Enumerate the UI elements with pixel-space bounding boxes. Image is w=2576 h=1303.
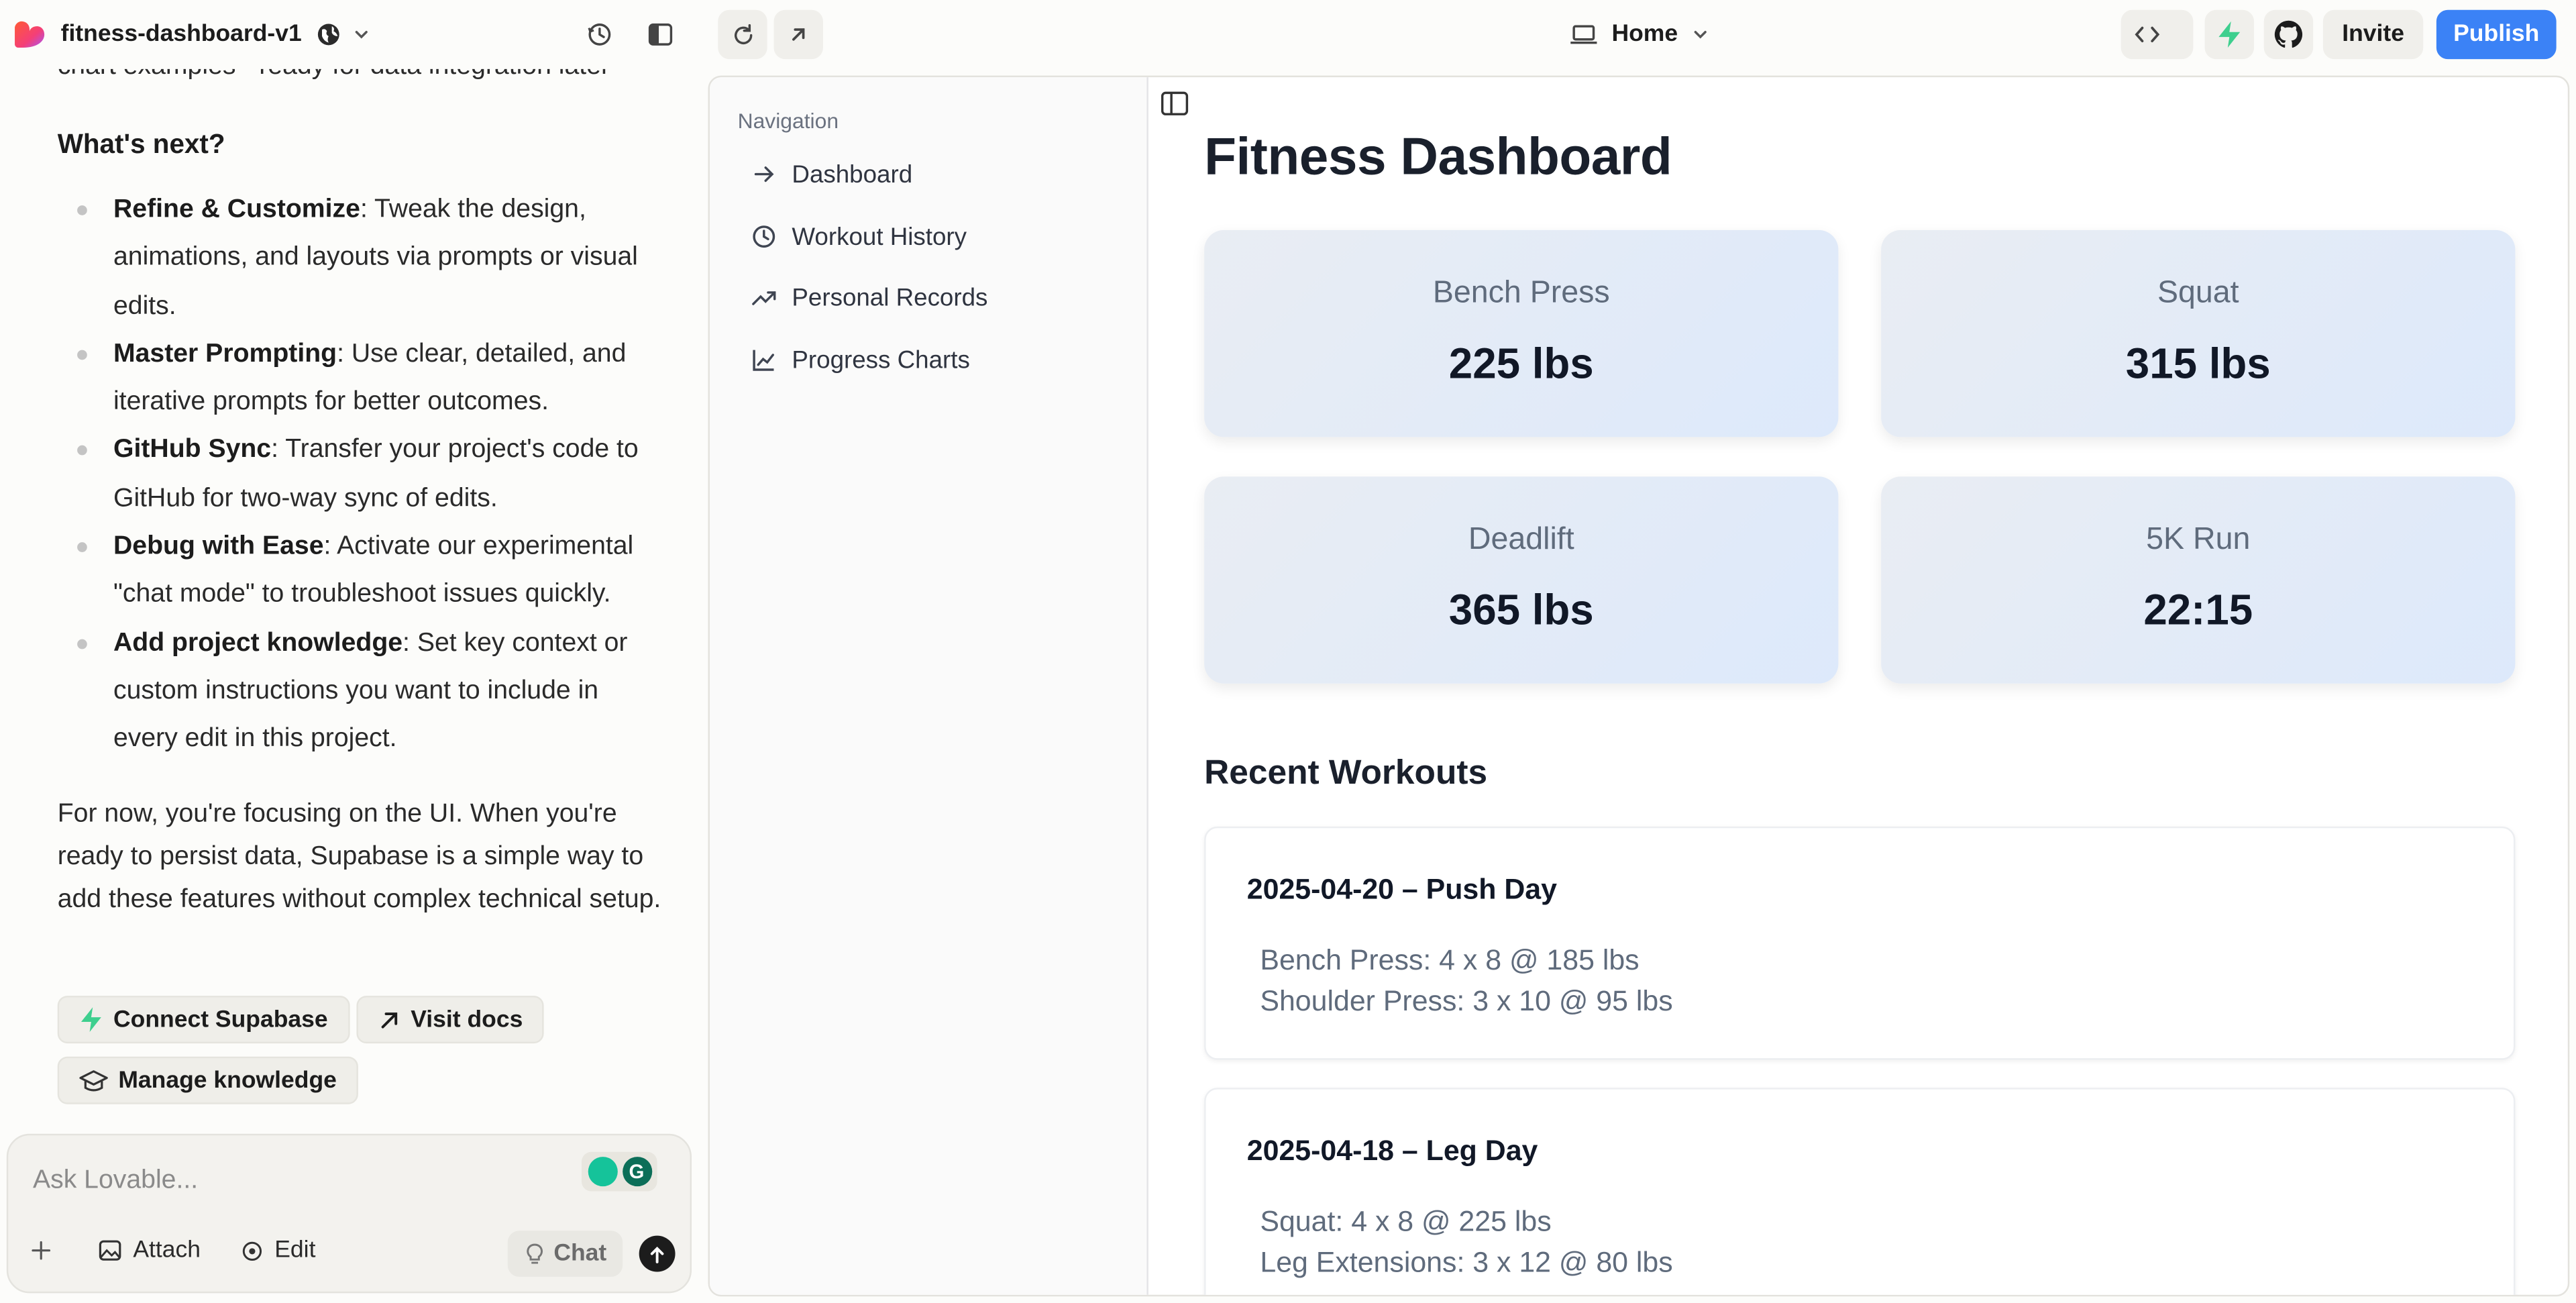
list-item: Add project knowledge: Set key context o… (77, 619, 669, 763)
stat-label: Bench Press (1432, 276, 1610, 311)
history-icon (588, 23, 611, 46)
chevron-down-icon[interactable] (351, 25, 370, 44)
nav-item-personal-records[interactable]: Personal Records (751, 281, 987, 314)
workout-line: Squat: 4 x 8 @ 225 lbs (1260, 1204, 1552, 1238)
nav-title: Navigation (737, 108, 839, 134)
nav-item-workout-history[interactable]: Workout History (751, 220, 967, 253)
external-link-icon (792, 28, 805, 41)
nav-item-dashboard[interactable]: Dashboard (751, 158, 912, 191)
stat-value: 315 lbs (2125, 338, 2271, 388)
chat-panel: chart examples - ready for data integrat… (0, 69, 708, 1303)
stat-card-deadlift: Deadlift 365 lbs (1204, 476, 1839, 684)
workout-card[interactable]: 2025-04-18 – Leg Day Squat: 4 x 8 @ 225 … (1204, 1088, 2516, 1295)
external-link-icon (381, 1011, 398, 1028)
github-button[interactable] (2263, 9, 2314, 60)
list-item: Debug with Ease: Activate our experiment… (77, 523, 669, 619)
route-label: Home (1611, 21, 1678, 48)
stat-value: 365 lbs (1448, 584, 1594, 635)
page-title: Fitness Dashboard (1204, 126, 1672, 186)
preview-sidebar: Navigation Dashboard Workout History Per… (709, 77, 1148, 1295)
chat-input-box[interactable]: Ask Lovable... G Attach Edit Chat (6, 1133, 692, 1294)
lightbulb-icon (527, 1243, 543, 1263)
arrow-up-icon (650, 1245, 664, 1263)
visit-docs-button[interactable]: Visit docs (356, 996, 545, 1044)
image-icon (99, 1240, 121, 1261)
arrow-right-icon (754, 166, 774, 183)
plus-icon[interactable] (28, 1237, 54, 1263)
lightbulb-icon (587, 1157, 617, 1187)
sidebar-toggle-icon[interactable] (1160, 89, 1189, 118)
stat-label: Deadlift (1468, 522, 1574, 558)
stat-card-squat: Squat 315 lbs (1881, 229, 2516, 437)
edit-button[interactable]: Edit (274, 1237, 316, 1264)
attach-button[interactable]: Attach (133, 1237, 201, 1264)
stat-label: 5K Run (2146, 522, 2251, 558)
code-icon (2135, 26, 2160, 43)
chat-message-cutoff: chart examples - ready for data integrat… (58, 69, 610, 83)
stat-label: Squat (2157, 276, 2239, 311)
chat-paragraph: For now, you're focusing on the UI. When… (57, 800, 661, 915)
workout-line: Leg Extensions: 3 x 12 @ 80 lbs (1260, 1245, 1673, 1279)
list-item: GitHub Sync: Transfer your project's cod… (77, 426, 669, 522)
history-icon (753, 225, 775, 248)
history-button[interactable] (580, 15, 619, 54)
project-name: fitness-dashboard-v1 (60, 21, 302, 48)
grammarly-icon: G (621, 1157, 652, 1187)
chat-mode-button[interactable]: Chat (507, 1231, 623, 1277)
route-selector[interactable]: Home (1569, 13, 1711, 56)
line-chart-icon (753, 350, 774, 371)
workout-card[interactable]: 2025-04-20 – Push Day Bench Press: 4 x 8… (1204, 826, 2516, 1060)
lovable-logo-icon (15, 21, 45, 48)
chat-heading: What's next? (57, 129, 225, 160)
sidebar-toggle-icon (648, 23, 673, 46)
recent-workouts-heading: Recent Workouts (1204, 754, 1488, 792)
workout-line: Shoulder Press: 3 x 10 @ 95 lbs (1260, 984, 1673, 1017)
manage-knowledge-button[interactable]: Manage knowledge (57, 1056, 358, 1104)
send-button[interactable] (639, 1235, 676, 1272)
app-preview: Navigation Dashboard Workout History Per… (708, 75, 2570, 1297)
chevron-down-icon (1695, 31, 1707, 39)
supabase-icon (2218, 21, 2241, 48)
open-new-tab-button[interactable] (773, 9, 823, 60)
grammarly-widget[interactable]: G (581, 1151, 657, 1192)
laptop-icon (1570, 25, 1597, 44)
project-switcher[interactable]: fitness-dashboard-v1 (13, 13, 371, 56)
github-icon (2274, 20, 2303, 48)
globe-icon[interactable] (315, 21, 341, 48)
code-view-button[interactable] (2121, 9, 2194, 60)
invite-button[interactable]: Invite (2322, 9, 2424, 60)
list-item: Refine & Customize: Tweak the design, an… (77, 186, 669, 330)
list-item: Master Prompting: Use clear, detailed, a… (77, 330, 669, 426)
connect-supabase-button[interactable]: Connect Supabase (57, 996, 350, 1044)
chat-input-placeholder[interactable]: Ask Lovable... (32, 1166, 199, 1195)
refresh-button[interactable] (718, 9, 767, 60)
stat-value: 22:15 (2143, 584, 2253, 635)
supabase-icon (80, 1007, 101, 1032)
toggle-chat-button[interactable] (641, 15, 680, 54)
edit-target-icon (243, 1241, 262, 1260)
workout-title: 2025-04-18 – Leg Day (1246, 1133, 1538, 1167)
workout-title: 2025-04-20 – Push Day (1246, 872, 1558, 906)
refresh-icon (733, 23, 752, 44)
nav-item-progress-charts[interactable]: Progress Charts (751, 344, 970, 376)
chat-list: Refine & Customize: Tweak the design, an… (77, 186, 669, 764)
stat-card-5k-run: 5K Run 22:15 (1881, 476, 2516, 684)
trending-up-icon (752, 291, 776, 305)
preview-main: Fitness Dashboard Bench Press 225 lbs Sq… (1203, 77, 2568, 1295)
publish-button[interactable]: Publish (2436, 9, 2557, 60)
supabase-button[interactable] (2204, 9, 2255, 60)
top-bar: fitness-dashboard-v1 Home In (0, 0, 2576, 69)
stat-card-bench-press: Bench Press 225 lbs (1204, 229, 1839, 437)
chat-input-toolbar: Attach Edit (28, 1237, 316, 1263)
workout-line: Bench Press: 4 x 8 @ 185 lbs (1260, 943, 1640, 976)
graduation-cap-icon (79, 1069, 108, 1091)
stat-value: 225 lbs (1448, 338, 1594, 388)
